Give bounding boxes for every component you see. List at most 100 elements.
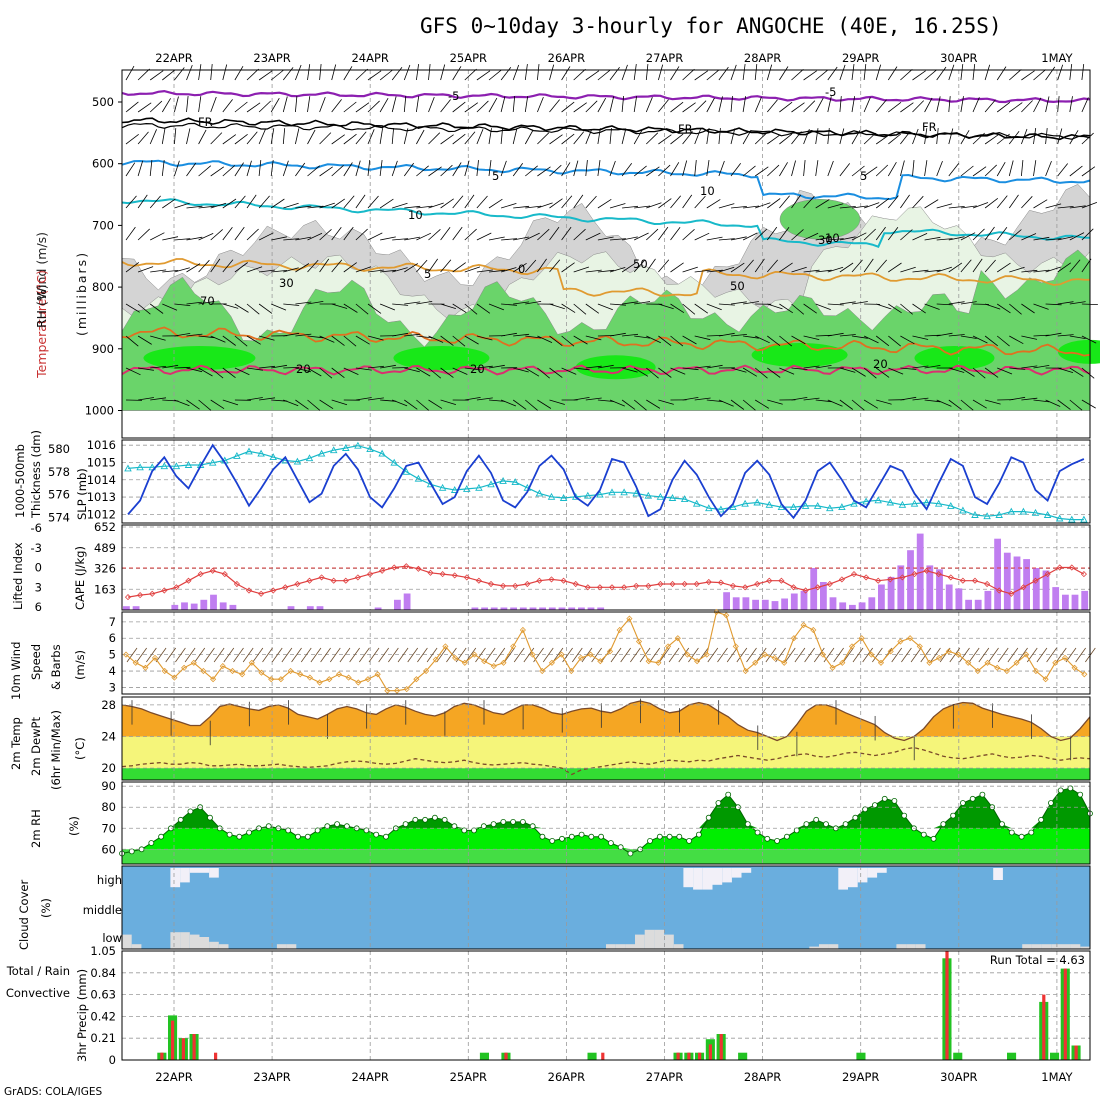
wind-barb xyxy=(815,69,829,81)
wind-barb-10m xyxy=(213,647,225,663)
wind-barb xyxy=(125,101,139,113)
wind-marker xyxy=(122,651,130,658)
wind-barb xyxy=(609,238,626,241)
wind-barb xyxy=(742,259,754,273)
wind-barb xyxy=(1009,396,1026,401)
rh-marker xyxy=(236,833,243,840)
wind-barb xyxy=(827,160,834,177)
cape-bar xyxy=(1032,568,1040,610)
wind-barb-10m xyxy=(678,647,690,663)
wind-barb xyxy=(730,262,745,273)
precip-convective-bar xyxy=(214,1052,218,1060)
wind-tick: 3 xyxy=(109,680,116,694)
wind-barb-10m xyxy=(842,647,854,663)
wind-marker xyxy=(703,651,710,658)
cloud-low-bar xyxy=(635,934,645,949)
wind-marker xyxy=(781,659,788,666)
cape-bar xyxy=(1042,570,1050,610)
wind-barb xyxy=(440,164,453,177)
thickness-marker xyxy=(644,491,653,499)
wind-barb xyxy=(198,129,207,145)
pressure-tick: 500 xyxy=(92,95,114,109)
li-marker xyxy=(439,571,446,578)
cape-bar xyxy=(287,606,295,610)
pressure-tick: 700 xyxy=(92,218,114,232)
wind-barb xyxy=(355,335,370,345)
wind-barb xyxy=(137,194,148,209)
wind-barb xyxy=(500,399,517,407)
wind-barb xyxy=(1081,132,1094,145)
wind-barb xyxy=(452,162,462,177)
wind-barb xyxy=(803,232,819,241)
cape-bar xyxy=(752,599,759,610)
wind-barb-10m xyxy=(136,647,148,663)
wind-marker xyxy=(481,658,488,665)
wind-barb xyxy=(767,198,781,209)
wind-barb xyxy=(622,236,638,241)
rh-frame xyxy=(121,781,1091,865)
wind-barb xyxy=(839,399,854,410)
li-tick: -6 xyxy=(31,521,42,535)
cloud-low-bar xyxy=(1061,944,1071,949)
wind-marker xyxy=(151,654,159,661)
wind-marker xyxy=(219,663,226,670)
li-marker xyxy=(1080,571,1087,578)
wind-barb xyxy=(343,101,357,113)
wind-barb xyxy=(706,399,723,402)
rh-marker xyxy=(265,823,272,830)
wind-barb xyxy=(210,367,224,379)
wind-barb xyxy=(500,203,517,209)
wind-barb xyxy=(210,229,223,241)
wind-barb xyxy=(621,64,628,81)
wind-marker xyxy=(800,622,807,629)
wind-marker xyxy=(1071,664,1078,671)
rh-marker xyxy=(617,844,624,851)
wind-barb xyxy=(1021,397,1038,401)
wind-barb xyxy=(161,98,171,113)
contour-freezing-2 xyxy=(121,122,1091,140)
cape-bar xyxy=(510,607,517,610)
wind-barb xyxy=(137,131,149,145)
grads-credit: GrADS: COLA/IGES xyxy=(4,1086,103,1098)
wind-barb xyxy=(452,335,466,347)
wind-barb xyxy=(972,132,985,145)
li-marker xyxy=(294,580,301,588)
wind-barb xyxy=(718,66,729,81)
li-marker xyxy=(596,584,603,591)
wind-barb xyxy=(851,64,855,81)
wind-barb-10m xyxy=(271,647,283,663)
rh-marker xyxy=(549,838,556,844)
wind-barb xyxy=(488,69,502,81)
wind-barb xyxy=(984,259,996,273)
li-marker xyxy=(814,584,821,591)
rh-bright-blob xyxy=(575,355,656,380)
wind-barb xyxy=(803,160,806,177)
slp-frame xyxy=(121,439,1091,524)
upper-ylabels: Wind (m/s) Temperature (°C) RH (%) (mill… xyxy=(34,232,89,379)
wind-barb xyxy=(960,64,964,81)
wind-barb xyxy=(1069,130,1079,145)
thickness-marker xyxy=(1031,508,1040,516)
wind-barb xyxy=(851,165,865,177)
li-ylabel: Lifted Index xyxy=(11,542,25,610)
cape-bar xyxy=(936,569,943,610)
rh-marker xyxy=(187,808,194,815)
cape-bar xyxy=(1003,552,1011,610)
precip-run-total: Run Total = 4.63 xyxy=(990,953,1085,967)
wind-barb xyxy=(1057,262,1072,273)
wind-barb xyxy=(271,270,288,273)
wind-barb xyxy=(198,399,212,411)
wind-barb xyxy=(863,166,878,177)
wind-barb xyxy=(621,128,627,145)
wind-barb xyxy=(948,206,965,209)
wind-barb xyxy=(1057,301,1074,305)
wind-marker xyxy=(1013,659,1020,666)
rh-marker xyxy=(608,840,614,846)
wind-barb xyxy=(1033,69,1046,81)
wind-marker xyxy=(510,643,517,650)
wind-barb xyxy=(488,160,492,177)
wind-barb xyxy=(125,133,139,145)
li-marker xyxy=(584,584,591,591)
wind-barb xyxy=(609,267,626,273)
wind-barb xyxy=(198,301,215,305)
